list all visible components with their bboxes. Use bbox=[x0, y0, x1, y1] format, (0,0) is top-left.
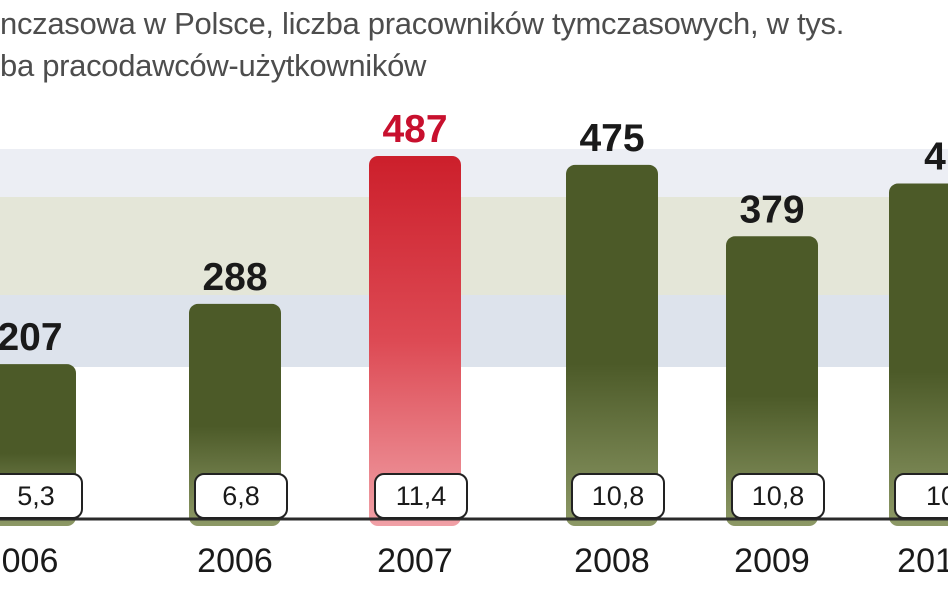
bar-value-label: 288 bbox=[202, 256, 267, 299]
bar bbox=[369, 156, 461, 526]
employer-count-label: 10 bbox=[926, 481, 948, 511]
bar-value-label: 4 bbox=[924, 136, 946, 179]
employer-count-label: 6,8 bbox=[222, 481, 260, 511]
employer-count-box bbox=[374, 473, 468, 519]
x-tick-label: 2006 bbox=[197, 542, 273, 580]
employer-count-label: 5,3 bbox=[17, 481, 55, 511]
bar bbox=[726, 236, 818, 526]
bar bbox=[889, 183, 948, 526]
bar-value-label: 207 bbox=[0, 316, 63, 359]
employer-count-box bbox=[731, 473, 825, 519]
x-tick-label: 2010 bbox=[897, 542, 948, 580]
bar-value-label: 379 bbox=[739, 188, 804, 231]
bar-value-label: 487 bbox=[382, 108, 447, 151]
bar bbox=[189, 303, 281, 526]
labels-group: 207 5,3 006 288 6,8 2006 487 11,4 2007 475 10,8 200… bbox=[0, 108, 948, 580]
employer-count-box bbox=[571, 473, 665, 519]
x-tick-label: 2007 bbox=[377, 542, 453, 580]
employer-count-box bbox=[194, 473, 288, 519]
employer-count-box bbox=[894, 473, 948, 519]
x-tick-label: 2009 bbox=[734, 542, 810, 580]
background-band bbox=[0, 149, 948, 197]
x-tick-label: 006 bbox=[2, 542, 59, 580]
bar bbox=[566, 164, 658, 526]
employer-count-label: 11,4 bbox=[396, 481, 447, 511]
x-tick-label: 2008 bbox=[574, 542, 650, 580]
employer-count-box bbox=[0, 473, 83, 519]
employer-count-label: 10,8 bbox=[752, 481, 805, 511]
employer-count-label: 10,8 bbox=[592, 481, 645, 511]
chart-title-line-1: nczasowa w Polsce, liczba pracowników ty… bbox=[0, 6, 845, 41]
bar-value-label: 475 bbox=[579, 117, 644, 160]
chart-title-line-2: ba pracodawców-użytkowników bbox=[0, 48, 427, 83]
